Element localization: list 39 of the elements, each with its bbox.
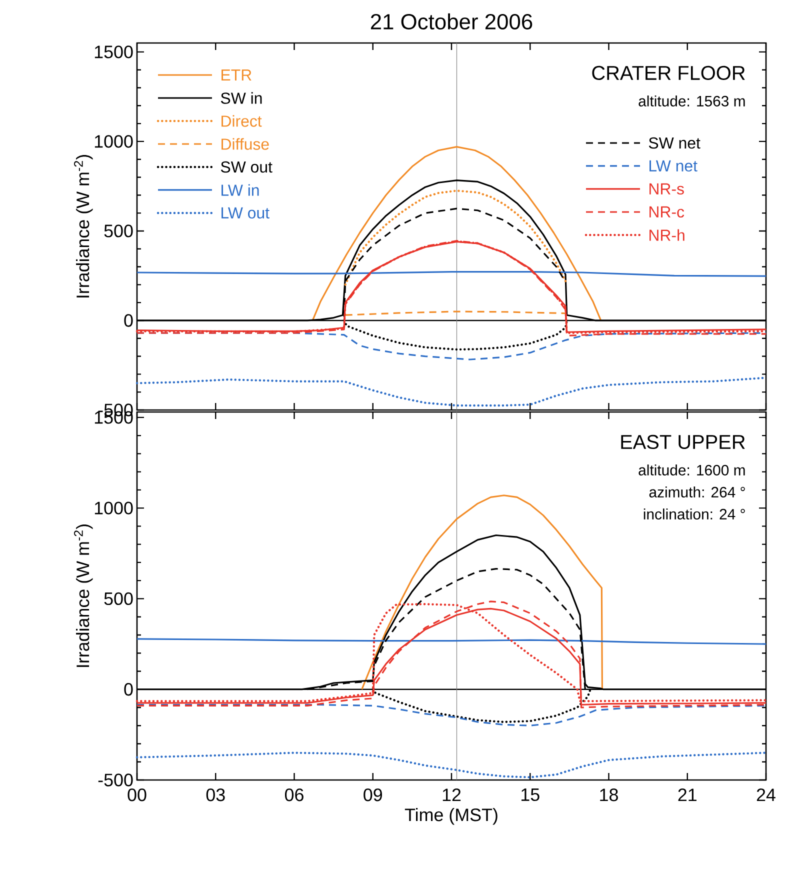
legend-label: NR-c	[650, 206, 684, 218]
x-tick-label: 09	[364, 788, 382, 802]
x-tick-label: 18	[600, 788, 618, 802]
y-tick-label: 500	[104, 224, 133, 238]
legend-label: ETR	[222, 70, 252, 80]
annotation: altitude: 1563 m	[638, 95, 745, 106]
x-axis-title: Time (MST)	[404, 808, 498, 825]
y-tick-label: 500	[104, 592, 133, 606]
chart-title: 21 October 2006	[370, 13, 532, 30]
y-tick-label: 0	[124, 314, 133, 327]
legend-label: SW net	[648, 137, 700, 149]
annotation: EAST UPPER	[621, 434, 745, 450]
legend-label: Diffuse	[222, 138, 269, 150]
y-axis-title: Irradiance (W m$^{-2}$)	[74, 524, 93, 667]
y-tick-label: 1500	[94, 46, 133, 58]
x-tick-label: 21	[678, 788, 696, 802]
legend-label: SW in	[220, 92, 262, 104]
y-tick-label: 0	[124, 682, 133, 696]
x-tick-label: 03	[206, 788, 225, 802]
annotation: azimuth: 264 °	[649, 486, 745, 498]
y-axis-title: Irradiance (W m$^{-2}$)	[74, 155, 93, 298]
x-tick-label: 24	[756, 788, 776, 802]
y-tick-label: 1000	[94, 135, 133, 148]
x-tick-label: 12	[442, 788, 461, 802]
x-tick-label: 06	[284, 788, 304, 802]
legend-label: NR-s	[650, 183, 684, 195]
legend-label: SW out	[220, 161, 272, 173]
legend-label: LW in	[222, 184, 259, 196]
x-tick-label: 00	[128, 788, 146, 802]
legend-label: Direct	[222, 115, 262, 127]
annotation: altitude: 1600 m	[638, 464, 745, 476]
legend-label: NR-h	[650, 229, 684, 241]
annotation: CRATER FLOOR	[592, 66, 745, 80]
legend-label: LW out	[222, 207, 270, 219]
legend-label: LW net	[650, 160, 698, 172]
y-tick-label: -500	[98, 774, 133, 786]
y-tick-label: 1000	[94, 502, 133, 514]
annotation: inclination: 24 °	[644, 508, 745, 520]
x-tick-label: 15	[522, 788, 540, 802]
